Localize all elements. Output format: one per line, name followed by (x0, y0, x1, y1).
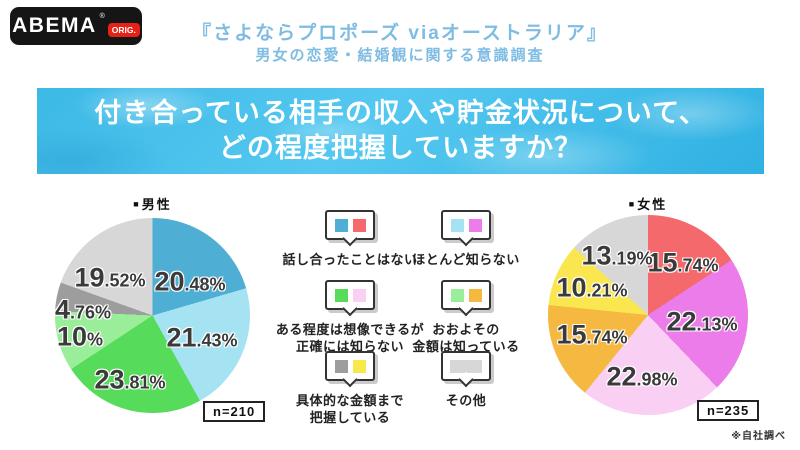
pie-label: 10.21% (556, 272, 628, 303)
legend-item: 話し合ったことはない (275, 210, 425, 268)
legend-label: ある程度は想像できるが (275, 322, 425, 337)
legend-label: 話し合ったことはない (282, 252, 418, 267)
male-pie-chart: 20.48% 21.43% 23.81% 10% 4.76% 19.52% (55, 218, 250, 413)
pie-label: 15.74% (647, 247, 719, 278)
other-color-swatch (450, 359, 482, 373)
pie-label: 15.74% (556, 319, 628, 350)
pie-label: 13.19% (581, 240, 653, 271)
question-banner: 付き合っている相手の収入や貯金状況について、 どの程度把握していますか？ (37, 88, 764, 174)
male-series-label: ■ 男性 (55, 194, 250, 213)
abema-logo: ABEMA ® ORIG. (10, 7, 142, 45)
legend-bubble (325, 210, 375, 240)
pie-label: 23.81% (94, 364, 166, 395)
male-color-swatch (450, 218, 464, 232)
female-color-swatch (352, 288, 366, 302)
page-title: 『さよならプロポーズ viaオーストラリア』 (192, 23, 608, 44)
female-color-swatch (468, 218, 482, 232)
pie-label: 19.52% (74, 262, 146, 293)
male-color-swatch (450, 288, 464, 302)
orig-badge: ORIG. (107, 23, 140, 37)
square-marker-icon: ■ (628, 198, 635, 209)
question-line-2: どの程度把握していますか？ (218, 133, 583, 163)
page-subtitle: 男女の恋愛・結婚観に関する意識調査 (255, 47, 545, 64)
male-color-swatch (334, 288, 348, 302)
legend-item: 具体的な金額まで 把握している (275, 351, 425, 426)
legend-label: おおよその (432, 322, 500, 337)
pie-label: 22.98% (606, 361, 678, 392)
legend-label: ほとんど知らない (412, 252, 520, 267)
legend-bubble (441, 351, 491, 381)
legend-bubble (441, 280, 491, 310)
pie-label: 20.48% (154, 266, 226, 297)
pie-label: 10% (56, 321, 104, 352)
legend-label: 具体的な金額まで (295, 393, 404, 408)
male-color-swatch (334, 359, 348, 373)
female-series-label: ■ 女性 (548, 194, 748, 213)
female-color-swatch (352, 359, 366, 373)
pie-label: 22.13% (666, 306, 738, 337)
legend-item: ある程度は想像できるが 正確には知らない (268, 280, 432, 355)
square-marker-icon: ■ (133, 198, 139, 209)
legend-bubble (325, 280, 375, 310)
female-series-text: 女性 (637, 197, 668, 212)
legend-item: おおよその 金額は知っている (391, 280, 541, 355)
female-color-swatch (468, 288, 482, 302)
pie-label: 21.43% (166, 322, 238, 353)
male-series-text: 男性 (141, 197, 172, 212)
male-sample-size-badge: n=210 (203, 401, 266, 422)
legend-label: 金額は知っている (412, 339, 520, 354)
female-sample-size-badge: n=235 (697, 400, 760, 421)
question-line-1: 付き合っている相手の収入や貯金状況について、 (94, 98, 707, 128)
legend-label: 把握している (309, 410, 391, 425)
pie-label: 4.76% (54, 294, 112, 325)
source-footnote: ※自社調べ (731, 431, 786, 442)
legend-item: ほとんど知らない (391, 210, 541, 268)
female-color-swatch (352, 218, 366, 232)
female-pie-chart: 15.74% 22.13% 22.98% 15.74% 10.21% 13.19… (548, 215, 748, 415)
legend-bubble (325, 351, 375, 381)
legend-bubble (441, 210, 491, 240)
legend-label: その他 (445, 393, 487, 408)
abema-logo-text: ABEMA (12, 14, 97, 37)
male-color-swatch (334, 218, 348, 232)
registered-mark-icon: ® (99, 13, 105, 20)
legend-item: その他 (391, 351, 541, 409)
legend-label: 正確には知らない (295, 339, 404, 354)
